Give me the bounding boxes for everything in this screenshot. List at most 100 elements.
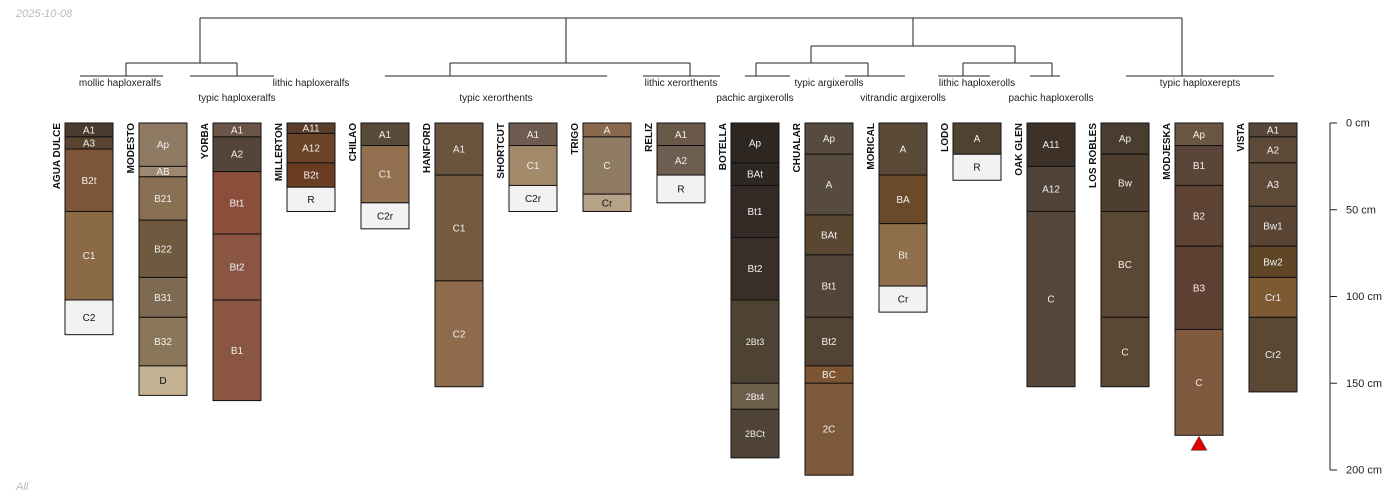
horizon-label: C2r	[377, 211, 394, 222]
horizon-block	[138, 316, 188, 367]
taxa-labels: mollic haploxeralfs typic haploxeralfs lit…	[79, 78, 1240, 104]
horizon-label: D	[159, 376, 166, 387]
horizon-block	[952, 153, 1002, 181]
horizon-block	[360, 202, 410, 230]
horizon-block	[1248, 162, 1298, 207]
profile-name: VISTA	[1236, 123, 1247, 152]
horizon-label: Ap	[157, 140, 170, 151]
horizon-label: B2	[1193, 211, 1206, 222]
horizon-label: BAt	[821, 230, 837, 241]
horizon-block	[1100, 122, 1150, 155]
horizon-label: A	[900, 145, 907, 156]
horizon-block	[138, 122, 188, 167]
horizon-block	[1174, 245, 1224, 330]
horizon-block	[286, 162, 336, 188]
horizon-label: BC	[1118, 260, 1132, 271]
soil-profile: Ap BAt Bt1 Bt2 2Bt3 2Bt4 2BCt BOTELLA	[718, 122, 780, 459]
horizon-label: BC	[822, 370, 836, 381]
depth-axis: 0 cm 50 cm 100 cm 150 cm 200 cm	[1329, 118, 1382, 477]
horizon-label: A2	[1267, 145, 1280, 156]
horizon-label: R	[677, 184, 684, 195]
horizon-block	[878, 122, 928, 176]
profile-name: CHILAO	[348, 123, 359, 162]
horizon-label: 2Bt4	[746, 392, 765, 402]
horizon-label: C	[603, 161, 610, 172]
profile-name: LOS ROBLES	[1088, 123, 1099, 188]
horizon-label: C2	[83, 313, 96, 324]
taxon-label: mollic haploxeralfs	[79, 78, 161, 89]
horizon-label: Ap	[749, 138, 762, 149]
profile-name: YORBA	[200, 123, 211, 159]
taxon-label: lithic xerorthents	[645, 78, 718, 89]
horizon-label: Ap	[1193, 130, 1206, 141]
horizon-label: Bt2	[229, 263, 244, 274]
horizon-block	[286, 186, 336, 212]
horizon-label: A1	[379, 130, 392, 141]
profile-name: LODO	[940, 123, 951, 152]
taxon-label: typic xerorthents	[459, 93, 532, 104]
horizon-block	[212, 171, 262, 235]
header-date: 2025-10-08	[16, 8, 73, 20]
horizon-block	[508, 184, 558, 212]
horizon-block	[1100, 210, 1150, 318]
horizon-label: A	[974, 134, 981, 145]
soil-profile: A1 C1 C2r CHILAO	[348, 122, 410, 230]
horizon-label: A3	[1267, 180, 1280, 191]
horizon-block	[1248, 136, 1298, 164]
profile-name: TRIGO	[570, 123, 581, 155]
dendrogram	[80, 17, 1274, 77]
horizon-label: B1	[1193, 161, 1206, 172]
horizon-label: C2r	[525, 194, 542, 205]
horizon-label: Bw	[1118, 178, 1133, 189]
horizon-label: Bw2	[1263, 257, 1283, 268]
horizon-label: A1	[453, 145, 466, 156]
horizon-label: Bt1	[747, 207, 762, 218]
soil-profile: A1 A2 R RELIZ	[644, 122, 706, 204]
horizon-block	[878, 174, 928, 225]
horizon-label: Bt2	[821, 337, 836, 348]
footer-label: All	[16, 481, 29, 493]
horizon-label: 2BCt	[745, 429, 766, 439]
horizon-label: B31	[154, 293, 172, 304]
horizon-block	[434, 174, 484, 282]
profile-name: MODJESKA	[1162, 123, 1173, 180]
profile-name: MORICAL	[866, 123, 877, 170]
horizon-block	[286, 132, 336, 164]
horizon-label: Bt1	[229, 198, 244, 209]
soil-profile: Ap A BAt Bt1 Bt2 BC 2C CHUALAR	[792, 122, 854, 476]
soil-profile: A1 C1 C2r SHORTCUT	[496, 122, 558, 212]
horizon-label: B2t	[81, 176, 96, 187]
horizon-label: C1	[453, 223, 466, 234]
horizon-label: A	[604, 125, 611, 136]
profile-name: MILLERTON	[274, 123, 285, 181]
horizon-block	[1100, 153, 1150, 212]
horizon-block	[730, 299, 780, 384]
axis-tick-label: 100 cm	[1346, 291, 1382, 303]
horizon-label: B1	[231, 346, 244, 357]
axis-tick-label: 0 cm	[1346, 118, 1370, 130]
horizon-label: A2	[675, 156, 688, 167]
horizon-block	[730, 184, 780, 239]
horizon-label: C2	[453, 329, 466, 340]
horizon-block	[1026, 165, 1076, 212]
horizon-block	[64, 148, 114, 212]
horizon-block	[212, 299, 262, 402]
horizon-label: A1	[527, 130, 540, 141]
horizon-block	[360, 145, 410, 204]
horizon-label: A12	[302, 144, 320, 155]
soil-profile: Ap Bw BC C LOS ROBLES	[1088, 122, 1150, 388]
taxon-label: typic haploxerepts	[1160, 78, 1241, 89]
horizon-label: C1	[379, 170, 392, 181]
taxon-label: pachic argixerolls	[716, 93, 793, 104]
horizon-label: A2	[231, 150, 244, 161]
horizon-label: R	[973, 163, 980, 174]
profile-name: BOTELLA	[718, 123, 729, 170]
horizon-block	[138, 176, 188, 221]
horizon-block	[804, 382, 854, 476]
horizon-label: Bt	[898, 250, 908, 261]
horizon-label: Bt2	[747, 264, 762, 275]
horizon-label: R	[307, 195, 314, 206]
horizon-block	[804, 153, 854, 216]
taxon-label: lithic haploxeralfs	[273, 78, 350, 89]
horizon-block	[1248, 316, 1298, 393]
